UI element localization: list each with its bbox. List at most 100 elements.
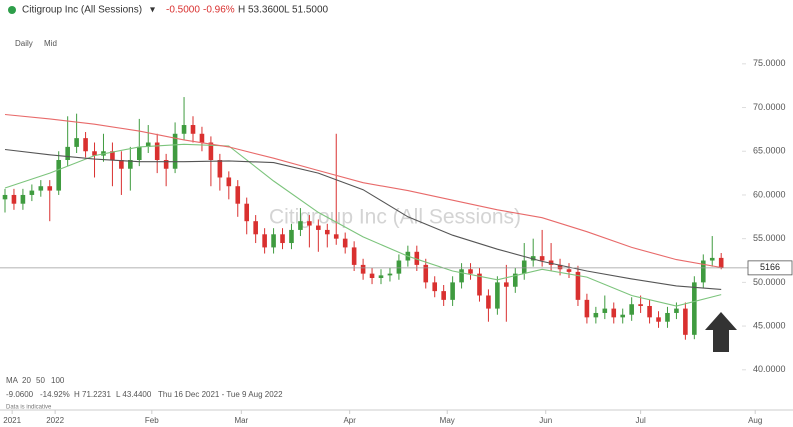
period-change: -9.0600: [6, 390, 34, 399]
candle-body: [566, 269, 572, 272]
candle-body: [387, 273, 393, 276]
period-change-pct: -14.92%: [40, 390, 70, 399]
change-pct: -0.96%: [203, 5, 235, 16]
ma-label: MA: [6, 376, 19, 385]
period[interactable]: Daily: [15, 39, 33, 48]
candle-body: [674, 308, 679, 313]
candle-body: [20, 194, 26, 204]
candle-body: [378, 275, 384, 279]
candle-body: [110, 151, 115, 160]
x-tick-label: Apr: [343, 416, 356, 425]
candle-body: [665, 312, 670, 322]
candle-body: [74, 138, 79, 147]
x-tick-label: Jun: [539, 416, 552, 425]
candle-body: [718, 257, 724, 268]
x-tick-label: Jul: [636, 416, 646, 425]
candle-body: [324, 229, 330, 235]
candle-body: [190, 125, 196, 134]
candle-body: [11, 194, 17, 204]
candle-body: [638, 304, 643, 306]
x-tick-label: 2021: [3, 416, 21, 425]
change: -0.5000: [166, 5, 200, 16]
ma20-label: 20: [22, 376, 31, 385]
candle-body: [65, 146, 70, 160]
candle-body: [289, 229, 294, 244]
candle-body: [38, 186, 44, 191]
instrument-title[interactable]: Citigroup Inc (All Sessions): [22, 5, 142, 16]
candle-body: [629, 304, 634, 315]
last-price-label: 5166: [760, 262, 780, 272]
candle-body: [521, 260, 527, 274]
candle-body: [154, 142, 160, 160]
y-tick-label: 70.0000: [753, 102, 786, 112]
candle-body: [683, 308, 688, 335]
candle-body: [692, 282, 697, 335]
candle-body: [593, 312, 599, 318]
status-dot: [8, 6, 16, 14]
candle-body: [307, 221, 312, 226]
note: Data is indicative: [6, 405, 52, 411]
ma50-label: 50: [36, 376, 45, 385]
y-tick-label: 65.0000: [753, 146, 786, 156]
candle-body: [163, 159, 169, 169]
x-tick-label: Feb: [145, 416, 159, 425]
candle-body: [530, 256, 536, 261]
candle-body: [208, 142, 214, 160]
x-tick-label: Mar: [234, 416, 248, 425]
candle-body: [172, 133, 178, 169]
candle-body: [700, 260, 706, 283]
candle-body: [119, 159, 124, 169]
candle-body: [477, 273, 482, 296]
candle-body: [199, 133, 205, 143]
candle-body: [486, 295, 491, 309]
candle-body: [244, 203, 250, 222]
candle-body: [450, 282, 455, 300]
price-type[interactable]: Mid: [44, 39, 57, 48]
candle-body: [262, 234, 267, 248]
x-tick-label: 2022: [46, 416, 64, 425]
candle-body: [584, 299, 590, 318]
candle-body: [396, 260, 402, 274]
y-tick-label: 55.0000: [753, 233, 786, 243]
candle-body: [441, 291, 446, 300]
candle-body: [602, 308, 608, 313]
candle-body: [92, 151, 97, 156]
candle-body: [504, 282, 509, 287]
candle-body: [253, 221, 258, 235]
candle-body: [136, 146, 142, 160]
candle-body: [226, 177, 232, 187]
y-tick-label: 40.0000: [753, 364, 786, 374]
day-low: L 51.5000: [284, 5, 329, 16]
candle-body: [423, 264, 429, 283]
x-tick-label: Aug: [748, 416, 762, 425]
x-tick-label: May: [440, 416, 455, 425]
period-low: L 43.4400: [116, 390, 152, 399]
watermark: Citigroup Inc (All Sessions): [269, 206, 521, 229]
candle-body: [656, 317, 661, 322]
candle-body: [360, 264, 366, 274]
candle-body: [56, 159, 62, 191]
candle-body: [298, 221, 303, 230]
candle-body: [271, 234, 276, 248]
candle-body: [351, 247, 357, 265]
candle-body: [495, 282, 500, 309]
candle-body: [432, 282, 438, 292]
last-price-box: [747, 260, 793, 276]
candle-body: [181, 125, 187, 134]
moving-average-line: [4, 148, 722, 290]
candle-body: [83, 138, 88, 152]
day-high: H 53.3600: [238, 5, 285, 16]
candle-body: [709, 257, 715, 261]
candle-body: [333, 234, 339, 239]
candle-body: [468, 269, 473, 274]
candle-body: [280, 234, 285, 244]
candle-body: [29, 190, 35, 195]
instrument-dropdown[interactable]: ▾: [150, 5, 155, 16]
date-range: Thu 16 Dec 2021 - Tue 9 Aug 2022: [158, 390, 283, 399]
candle-body: [512, 273, 518, 287]
candle-body: [539, 256, 545, 261]
moving-average-line: [4, 143, 722, 307]
candle-body: [235, 186, 241, 204]
candle-body: [128, 159, 133, 169]
